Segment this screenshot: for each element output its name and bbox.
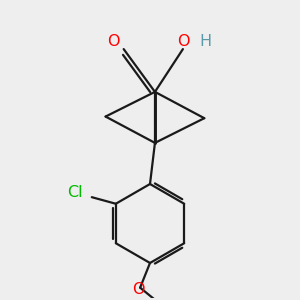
Text: H: H [199,34,211,50]
Text: O: O [132,282,145,297]
Text: O: O [177,34,189,50]
Text: O: O [107,34,119,50]
Text: Cl: Cl [67,185,83,200]
